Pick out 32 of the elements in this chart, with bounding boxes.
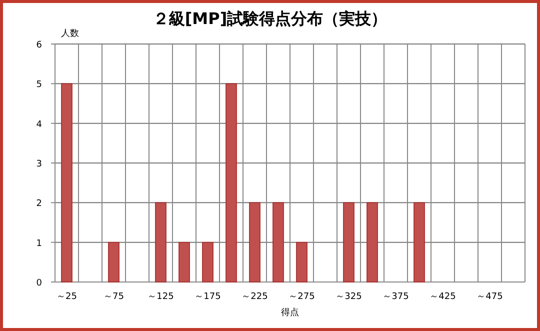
- y-tick-label: 5: [36, 80, 42, 90]
- bar: [178, 242, 190, 282]
- y-tick-label: 4: [36, 120, 42, 130]
- x-tick-label: ～325: [336, 292, 362, 302]
- bar: [343, 202, 354, 282]
- x-tick-label: ～75: [104, 292, 124, 302]
- x-tick-label: ～375: [382, 292, 409, 302]
- x-axis-title: 得点: [281, 307, 299, 318]
- y-tick-label: 6: [36, 40, 42, 50]
- bar: [249, 202, 260, 282]
- x-tick-label: ～225: [242, 292, 268, 302]
- x-tick-label: ～275: [288, 292, 315, 302]
- bar: [272, 202, 284, 282]
- bar: [61, 83, 72, 282]
- bar: [366, 202, 378, 282]
- y-tick-label: 2: [36, 199, 42, 210]
- chart-title: ２級[MP]試験得点分布（実技）: [152, 9, 388, 28]
- y-tick-label: 0: [36, 278, 42, 288]
- bar: [202, 242, 214, 282]
- bar: [296, 242, 308, 282]
- x-tick-label: ～175: [194, 292, 221, 302]
- x-tick-label: ～425: [430, 292, 456, 302]
- bar: [155, 202, 166, 282]
- bar: [108, 242, 120, 282]
- x-tick-label: ～475: [476, 292, 503, 302]
- bar: [414, 202, 425, 282]
- y-tick-label: 1: [36, 238, 42, 249]
- y-tick-label: 3: [36, 160, 42, 170]
- x-tick-label: ～125: [148, 292, 174, 302]
- bar: [226, 83, 237, 282]
- y-axis-title: 人数: [61, 28, 79, 39]
- x-tick-label: ～25: [56, 292, 77, 302]
